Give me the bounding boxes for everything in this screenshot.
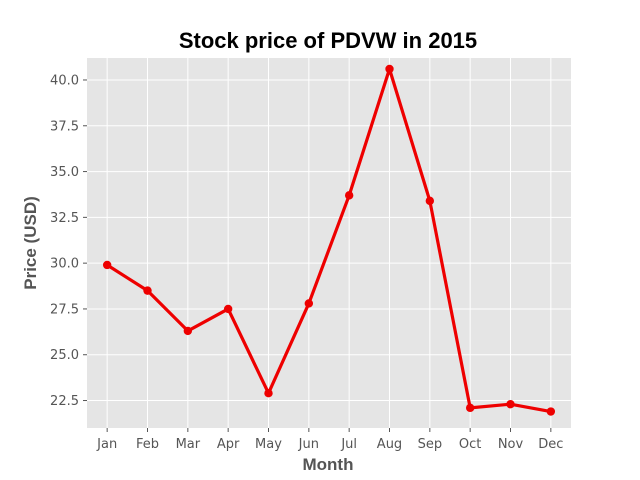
data-point <box>223 304 233 314</box>
chart-title: Stock price of PDVW in 2015 <box>179 28 477 53</box>
x-tick-label: Jun <box>298 437 319 452</box>
x-tick-label: Nov <box>498 437 524 452</box>
x-tick-label: Apr <box>217 437 240 452</box>
data-point <box>385 64 394 74</box>
x-tick-label: Sep <box>418 437 443 452</box>
data-point <box>344 191 354 200</box>
x-tick-label: May <box>255 437 282 452</box>
data-point <box>264 388 273 398</box>
y-tick-label: 40.0 <box>50 73 79 88</box>
x-axis-label: Month <box>303 455 354 474</box>
y-tick-label: 32.5 <box>50 211 79 226</box>
y-tick-label: 35.0 <box>50 165 79 180</box>
plot-area <box>87 58 571 428</box>
y-tick-label: 37.5 <box>50 119 79 134</box>
data-series <box>102 64 556 416</box>
data-point <box>546 407 556 416</box>
x-tick-label: Dec <box>538 437 563 452</box>
y-axis-ticks: 22.5 25.0 27.5 30.0 32.5 35.0 37.5 40.0 <box>50 73 87 409</box>
data-point <box>506 399 515 409</box>
y-tick-label: 25.0 <box>50 348 79 363</box>
data-point <box>465 403 475 413</box>
x-axis-ticks: Jan Feb Mar Apr May Jun Jul Aug Sep Oct Nov Dec <box>96 428 563 452</box>
y-tick-label: 30.0 <box>50 257 79 272</box>
y-axis-label: Price (USD) <box>21 196 40 290</box>
x-tick-label: Oct <box>459 437 481 452</box>
x-tick-label: Jan <box>96 437 117 452</box>
data-point <box>183 326 193 336</box>
x-tick-label: Feb <box>136 437 159 452</box>
y-tick-label: 22.5 <box>50 394 79 409</box>
gridlines <box>87 58 571 428</box>
data-point <box>304 299 314 308</box>
x-tick-label: Aug <box>377 437 402 452</box>
x-tick-label: Mar <box>176 437 201 452</box>
data-point <box>143 286 152 295</box>
y-tick-label: 27.5 <box>50 302 79 317</box>
data-point <box>102 260 112 270</box>
data-point <box>425 196 435 206</box>
series-line <box>106 67 552 414</box>
x-tick-label: Jul <box>340 437 357 452</box>
